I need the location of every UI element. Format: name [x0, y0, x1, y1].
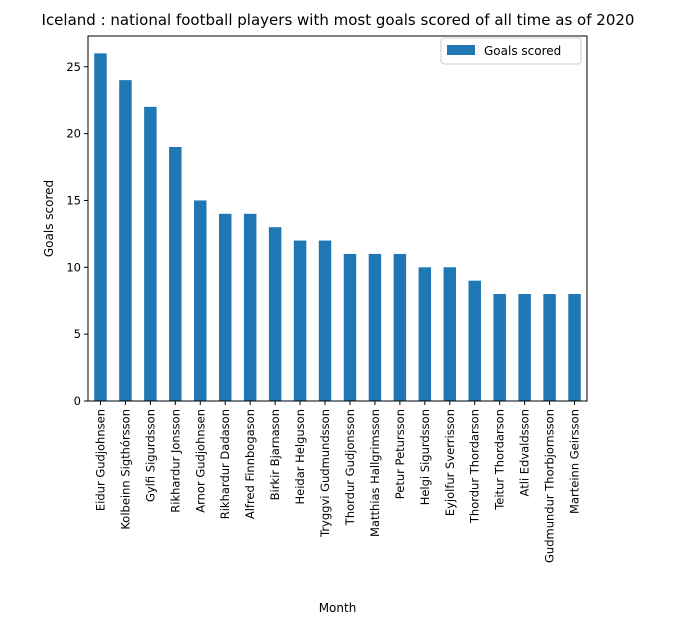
bar-1	[119, 80, 132, 401]
y-tick-label: 25	[66, 60, 81, 74]
chart-title: Iceland : national football players with…	[42, 11, 635, 29]
y-tick-label: 5	[74, 327, 81, 341]
x-tick-label: Matthias Hallgrimsson	[368, 409, 382, 537]
x-tick-label: Teitur Thordarson	[493, 409, 507, 511]
bar-15	[468, 280, 481, 401]
bar-14	[443, 267, 457, 401]
x-tick-label: Helgi Sigurdsson	[418, 409, 432, 505]
bar-17	[518, 294, 531, 401]
x-tick-label: Atli Edvaldsson	[518, 409, 532, 496]
bar-10	[343, 253, 357, 401]
bar-0	[94, 53, 107, 401]
bar-6	[243, 213, 257, 401]
bar-7	[268, 227, 282, 401]
y-tick-label: 20	[66, 127, 81, 141]
x-tick-label: Thordur Gudjonsson	[343, 409, 357, 526]
x-tick-label: Heidar Helguson	[293, 409, 307, 504]
y-axis-label: Goals scored	[42, 180, 56, 257]
x-tick-label: Arnor Gudjohnsen	[193, 409, 207, 513]
x-tick-label: Birkir Bjarnason	[268, 409, 282, 500]
x-axis-ticks: Eidur Gudjohnsen Kolbeinn Sigthórsson Gylf…	[93, 401, 582, 563]
bar-18	[543, 294, 556, 401]
bar-4	[194, 200, 207, 401]
x-tick-label: Eidur Gudjohnsen	[93, 409, 107, 511]
legend-label: Goals scored	[484, 44, 561, 58]
x-tick-label: Gudmundur Thorbjornsson	[543, 409, 557, 563]
bar-2	[144, 106, 157, 401]
bar-16	[493, 294, 506, 401]
x-tick-label: Alfred Finnbogason	[243, 409, 257, 519]
x-tick-label: Marteinn Geirsson	[568, 409, 582, 514]
y-tick-label: 10	[66, 260, 81, 274]
y-tick-label: 0	[74, 394, 81, 408]
legend-swatch	[447, 45, 475, 55]
bar-5	[218, 213, 232, 401]
bars-group	[94, 53, 581, 401]
x-tick-label: Rikhardur Jonsson	[168, 409, 182, 513]
x-tick-label: Kolbeinn Sigthórsson	[118, 409, 132, 530]
y-tick-label: 15	[66, 193, 81, 207]
legend-box	[440, 37, 582, 65]
x-tick-label: Gylfi Sigurdsson	[143, 409, 157, 502]
bar-3	[169, 146, 182, 401]
plot-area-frame	[87, 35, 588, 402]
x-tick-label: Eyjolfur Sverrisson	[443, 409, 457, 516]
legend: Goals scored	[440, 37, 582, 65]
bar-11	[368, 253, 382, 401]
x-axis-label: Month	[319, 601, 357, 615]
x-tick-label: Rikhardur Dadason	[218, 409, 232, 519]
bar-12	[393, 253, 407, 401]
y-axis-ticks: 0 5 10 15 20 25	[66, 60, 88, 408]
x-tick-label: Thordur Thordarson	[468, 409, 482, 524]
x-tick-label: Petur Petursson	[393, 409, 407, 499]
bar-8	[293, 240, 307, 401]
bar-9	[318, 240, 332, 401]
bar-19	[568, 294, 581, 401]
x-tick-label: Tryggvi Gudmundsson	[318, 409, 332, 538]
bar-13	[418, 267, 432, 401]
